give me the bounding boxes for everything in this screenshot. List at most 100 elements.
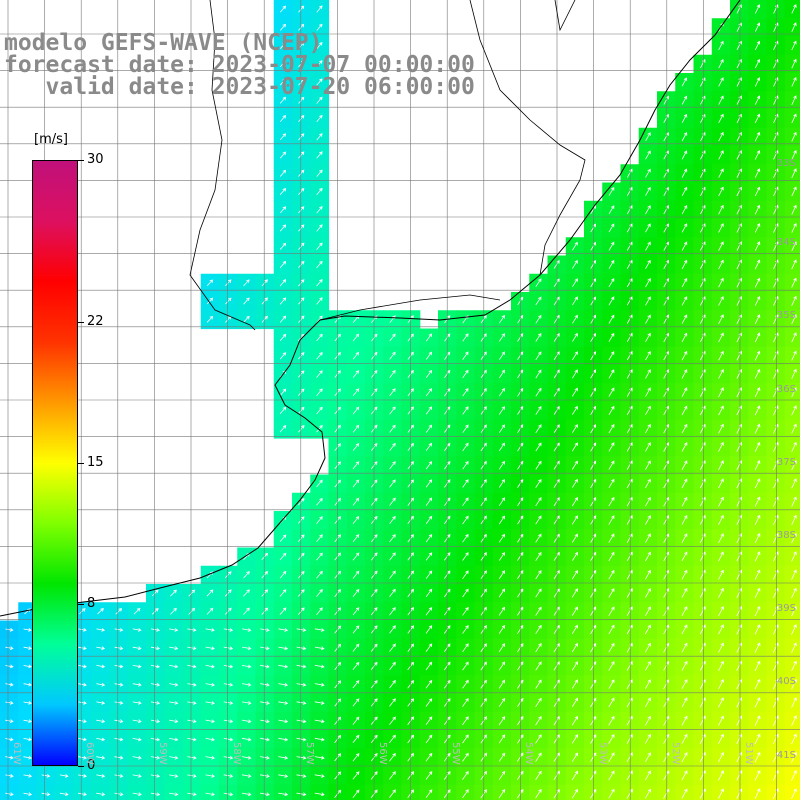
speed-cell — [292, 164, 311, 184]
speed-cell — [693, 255, 713, 275]
wind-arrow — [316, 315, 323, 323]
wind-arrow — [553, 551, 560, 561]
speed-cell — [784, 219, 800, 238]
wind-arrow — [791, 751, 797, 763]
wind-arrow — [169, 755, 179, 760]
wind-arrow — [644, 752, 651, 763]
speed-cell — [748, 675, 768, 695]
wind-arrow — [425, 698, 433, 707]
wind-arrow — [773, 551, 779, 562]
wind-arrow — [298, 297, 305, 305]
wind-arrow — [425, 497, 433, 506]
wind-arrow — [791, 514, 797, 525]
speed-cell — [657, 401, 676, 421]
wind-arrow — [791, 387, 797, 398]
speed-cell — [18, 784, 38, 800]
wind-arrow — [736, 241, 742, 251]
speed-cell — [602, 748, 622, 768]
speed-cell — [0, 784, 19, 800]
speed-cell — [200, 310, 220, 330]
wind-arrow — [571, 770, 579, 781]
speed-cell — [401, 346, 421, 366]
speed-cell — [328, 602, 348, 622]
wind-arrow — [205, 792, 215, 797]
speed-cell — [529, 529, 549, 549]
wind-arrow — [772, 624, 779, 635]
speed-cell — [565, 419, 585, 439]
wind-arrow — [23, 700, 32, 705]
wind-arrow — [754, 295, 761, 306]
wind-arrow — [389, 424, 396, 433]
wind-arrow — [297, 607, 305, 616]
wind-arrow — [425, 789, 433, 799]
speed-cell — [529, 365, 549, 384]
speed-cell — [784, 565, 800, 585]
wind-arrow — [132, 664, 142, 669]
speed-cell — [711, 219, 731, 238]
wind-arrow — [517, 570, 524, 580]
wind-arrow — [754, 533, 761, 544]
speed-cell — [657, 146, 676, 165]
speed-cell — [675, 565, 695, 585]
wind-arrow — [645, 533, 651, 543]
speed-cell — [657, 365, 676, 384]
wind-arrow — [608, 788, 615, 799]
speed-cell — [657, 109, 676, 129]
wind-arrow — [608, 496, 615, 507]
wind-arrow — [773, 95, 779, 105]
wind-arrow — [571, 460, 578, 470]
speed-cell — [346, 784, 366, 800]
wind-arrow — [773, 496, 779, 507]
wind-arrow — [261, 279, 268, 287]
speed-cell — [310, 492, 330, 512]
wind-arrow — [754, 387, 761, 398]
wind-arrow — [498, 734, 506, 744]
wind-arrow — [590, 460, 597, 470]
wind-arrow — [791, 605, 797, 617]
speed-cell — [237, 584, 257, 603]
speed-cell — [675, 638, 695, 658]
wind-arrow — [791, 222, 797, 233]
wind-arrow — [205, 755, 215, 760]
wind-arrow — [754, 40, 761, 51]
wind-arrow — [754, 332, 761, 343]
wind-arrow — [553, 424, 560, 434]
wind-arrow — [517, 333, 524, 342]
speed-cell — [383, 492, 403, 512]
speed-cell — [657, 419, 676, 439]
wind-arrow — [243, 297, 250, 305]
wind-arrow — [517, 369, 524, 379]
wind-arrow — [462, 515, 469, 525]
speed-cell — [219, 602, 238, 622]
wind-arrow — [681, 770, 688, 781]
speed-cell — [766, 638, 786, 658]
wind-arrow — [169, 646, 179, 651]
speed-cell — [748, 638, 768, 658]
speed-cell — [401, 492, 421, 512]
speed-cell — [638, 638, 658, 658]
speed-cell — [383, 766, 403, 786]
wind-arrow — [608, 424, 615, 434]
wind-arrow — [571, 661, 578, 671]
wind-arrow — [553, 351, 560, 361]
wind-arrow — [718, 587, 724, 598]
speed-cell — [675, 328, 695, 348]
wind-arrow — [425, 625, 433, 634]
speed-cell — [419, 456, 439, 476]
wind-arrow — [608, 715, 615, 726]
speed-cell — [292, 200, 311, 220]
longitude-label: 61W — [11, 742, 22, 765]
speed-cell — [456, 383, 476, 403]
wind-arrow — [352, 734, 360, 744]
speed-cell — [255, 565, 275, 585]
wind-arrow — [279, 589, 287, 597]
wind-arrow — [225, 297, 232, 305]
wind-arrow — [772, 678, 779, 690]
wind-arrow — [150, 792, 161, 797]
wind-arrow — [260, 755, 270, 760]
wind-arrow — [590, 715, 597, 726]
wind-arrow — [754, 678, 761, 690]
wind-arrow — [78, 628, 87, 632]
speed-cell — [657, 346, 676, 366]
speed-cell — [383, 730, 403, 749]
